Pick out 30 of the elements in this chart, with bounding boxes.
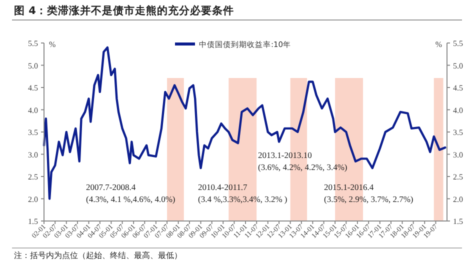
y-axis-title: % — [49, 40, 56, 49]
y2-tick-label: 2.0 — [453, 194, 463, 204]
y2-tick-label: 4.5 — [453, 84, 463, 92]
chart-title: 图 4：类滞涨并不是债市走熊的充分必要条件 — [14, 4, 234, 17]
annotation: (4.3%, 4.1 %,4.6%, 4.0%) — [86, 194, 176, 204]
annotation: (3.6%, 4.2%, 4.2%, 3.4%) — [258, 162, 348, 172]
y-tick-label: 3.0 — [28, 150, 38, 160]
y2-tick-label: 5.0 — [453, 61, 463, 70]
y-tick-label: 2.5 — [28, 172, 38, 182]
y-tick-label: 4.5 — [28, 84, 38, 92]
y-tick-label: 3.5 — [28, 128, 38, 137]
text: 注：括号内为点位（起始、终结、最高、最低） — [14, 251, 182, 260]
annotation: 2015.1-2016.4 — [324, 182, 374, 192]
annotation: 2007.7-2008.4 — [86, 182, 136, 192]
y2-tick-label: 1.5 — [453, 217, 463, 226]
y-tick-label: 5.5 — [28, 39, 38, 48]
y2-tick-label: 5.5 — [453, 39, 463, 48]
y2-axis-title: % — [435, 40, 442, 49]
annotation: (3.4 %,3.3%,3.4%, 3.2% ) — [198, 194, 288, 204]
y2-tick-label: 2.5 — [453, 172, 463, 182]
y2-tick-label: 3.0 — [453, 150, 463, 160]
annotation: 2013.1-2013.10 — [258, 150, 312, 160]
y2-tick-label: 3.5 — [453, 128, 463, 137]
annotation: 2010.4-2011.7 — [198, 182, 248, 192]
annotation: (3.5%, 2.9%, 3.7%, 2.7%) — [324, 194, 414, 204]
y-tick-label: 1.5 — [28, 217, 38, 226]
y-tick-label: 4.0 — [28, 106, 38, 115]
y-tick-label: 2.0 — [28, 194, 38, 204]
y-tick-label: 5.0 — [28, 61, 38, 70]
y2-tick-label: 4.0 — [453, 106, 463, 115]
